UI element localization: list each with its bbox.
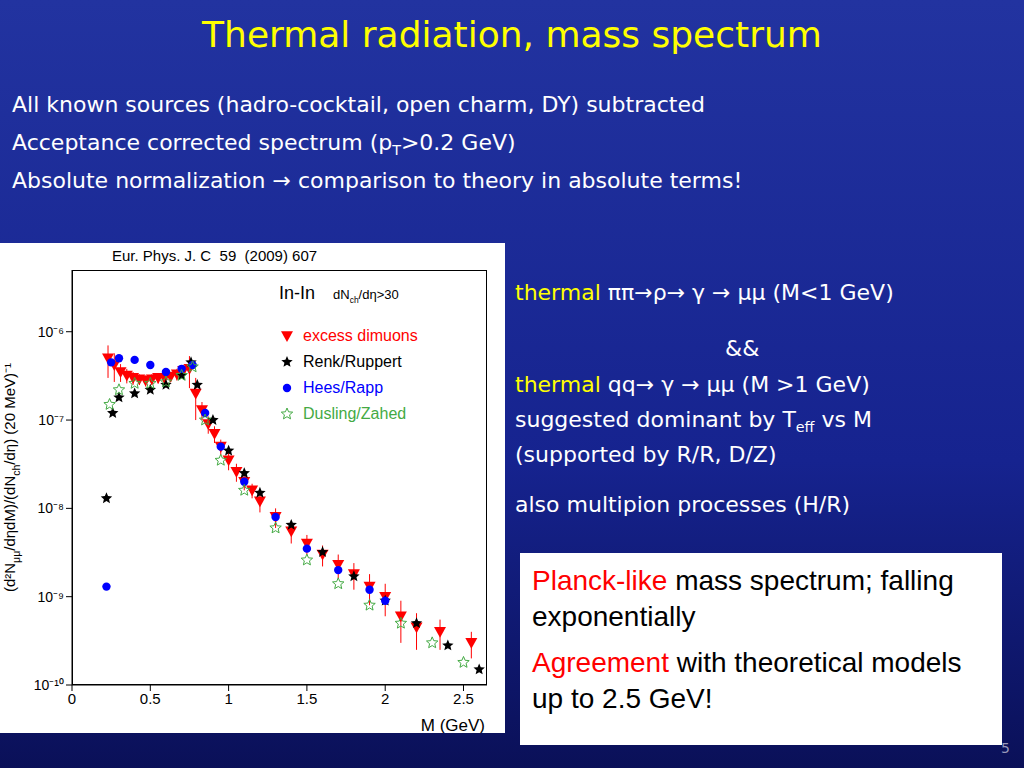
svg-text:10⁻⁸: 10⁻⁸	[38, 500, 65, 516]
svg-text:10⁻¹⁰: 10⁻¹⁰	[34, 677, 64, 693]
html-text:Dusling/Zahed: Dusling/Zahed	[303, 404, 407, 422]
svg-text:2.5: 2.5	[453, 690, 474, 707]
svg-text:0: 0	[68, 690, 76, 707]
html-text:thermal qq→ γ → μμ (M >1 GeV): thermal qq→ γ → μμ (M >1 GeV)	[515, 372, 870, 397]
html-text:excess dimuons: excess dimuons	[303, 326, 418, 344]
html-text:Eur. Phys. J. C 59 (2009) 607: Eur. Phys. J. C 59 (2009) 607	[112, 247, 318, 264]
html-text:Agreement with theoretical mod: Agreement with theoretical models up to …	[532, 647, 962, 714]
html-text:Acceptance corrected spectrum: Acceptance corrected spectrum (pT>0.2 Ge…	[12, 130, 516, 159]
html-text:Renk/Ruppert: Renk/Ruppert	[303, 352, 402, 370]
svg-text:1.5: 1.5	[296, 690, 317, 707]
svg-text:2: 2	[381, 690, 389, 707]
svg-text:0.5: 0.5	[140, 690, 161, 707]
svg-text:10⁻⁷: 10⁻⁷	[38, 412, 64, 428]
svg-text:M (GeV): M (GeV)	[421, 716, 485, 733]
html-text:Thermal radiation, mass spectr: Thermal radiation, mass spectrum	[202, 14, 822, 55]
html-text:5: 5	[1001, 740, 1010, 756]
html-text:Absolute normalization → compa: Absolute normalization → comparison to t…	[12, 168, 743, 193]
svg-text:10⁻⁹: 10⁻⁹	[37, 589, 64, 605]
html-text:Planck-like mass spectrum; fal: Planck-like mass spectrum; falling expon…	[532, 565, 954, 632]
html-text:thermal ππ→ρ→ γ → μμ (M<1 GeV): thermal ππ→ρ→ γ → μμ (M<1 GeV)	[515, 280, 894, 305]
svg-text:1: 1	[224, 690, 232, 707]
html-text:dNch/dη>30: dNch/dη>30	[333, 287, 399, 305]
html-text:In-In: In-In	[279, 283, 315, 303]
svg-text:(d²Nμμ/dηdM)/(dNch/dη) (20 MeV: (d²Nμμ/dηdM)/(dNch/dη) (20 MeV)⁻¹	[8, 363, 22, 592]
html-text:also multipion processes (H/R): also multipion processes (H/R)	[515, 492, 851, 517]
html-text:(supported by R/R, D/Z): (supported by R/R, D/Z)	[515, 442, 777, 467]
html-text:All known sources (hadro-cockt: All known sources (hadro-cocktail, open …	[12, 92, 705, 117]
html-text:suggested dominant by Teffvs M: suggested dominant by Teffvs M	[515, 407, 872, 436]
html-text:Hees/Rapp: Hees/Rapp	[303, 378, 383, 396]
svg-text:10⁻⁶: 10⁻⁶	[38, 324, 64, 340]
